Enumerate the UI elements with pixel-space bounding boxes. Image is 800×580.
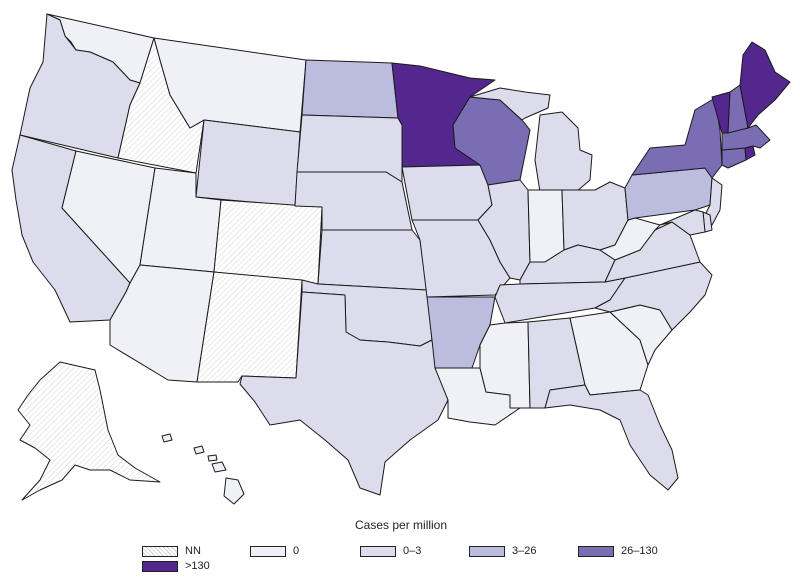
state-hi-3[interactable] (207, 454, 218, 462)
state-wy[interactable] (195, 119, 301, 207)
legend-swatch-26-130 (578, 546, 614, 557)
state-ny[interactable] (631, 97, 723, 179)
state-hi-2[interactable] (193, 445, 205, 455)
state-ms[interactable] (479, 321, 531, 409)
state-hi-5[interactable] (223, 477, 245, 505)
legend-label-130-plus: >130 (185, 560, 210, 572)
legend-label-3-26: 3–26 (512, 545, 537, 557)
state-ar[interactable] (426, 296, 496, 369)
legend-label-nn: NN (185, 545, 201, 557)
state-mi-up[interactable] (469, 87, 551, 121)
state-hi-4[interactable] (211, 461, 227, 473)
legend-label-0: 0 (293, 545, 300, 557)
legend-swatch-0 (250, 546, 286, 557)
state-nj[interactable] (704, 177, 723, 226)
legend-swatch-nn (142, 546, 178, 557)
state-nm[interactable] (196, 271, 303, 383)
state-ks[interactable] (317, 229, 428, 291)
legend-swatch-130-plus (142, 561, 178, 572)
state-md[interactable] (659, 209, 706, 236)
state-me[interactable] (739, 41, 791, 129)
state-mi[interactable] (534, 111, 593, 193)
state-tx[interactable] (239, 291, 449, 496)
state-hi-1[interactable] (161, 433, 173, 443)
us-choropleth-map (11, 13, 791, 505)
state-co[interactable] (213, 199, 323, 285)
legend-swatch-0-3 (360, 546, 396, 557)
legend-swatch-3-26 (469, 546, 505, 557)
state-ct[interactable] (721, 147, 747, 169)
legend: Cases per million NN 0 0–3 3–26 26–130 >… (0, 514, 800, 580)
legend-label-26-130: 26–130 (621, 545, 658, 557)
state-nd[interactable] (301, 59, 399, 119)
state-ak[interactable] (17, 361, 161, 501)
legend-label-0-3: 0–3 (403, 545, 422, 557)
hawaii-group (161, 433, 245, 505)
state-in[interactable] (527, 189, 565, 263)
state-fl[interactable] (544, 384, 679, 491)
map-canvas (11, 13, 791, 505)
state-ia[interactable] (401, 164, 493, 221)
state-nc[interactable] (594, 261, 713, 331)
state-or[interactable] (19, 13, 141, 159)
state-il[interactable] (477, 179, 531, 281)
legend-title: Cases per million (355, 518, 448, 532)
